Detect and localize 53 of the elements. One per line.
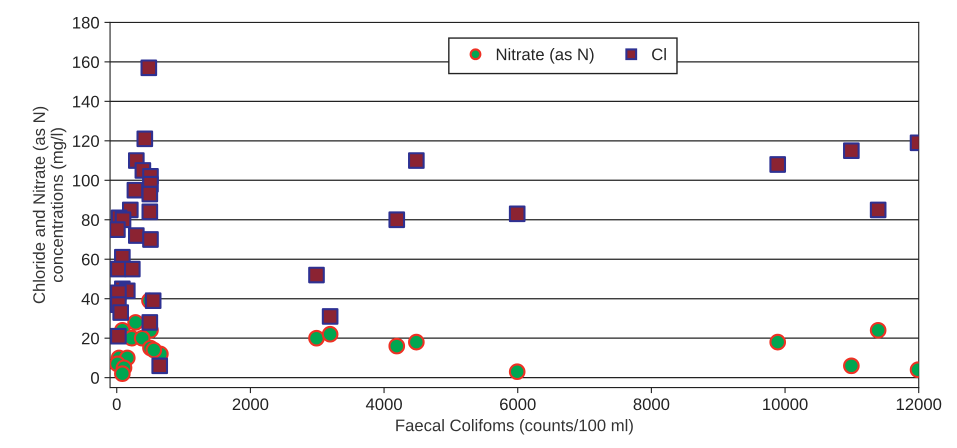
point xyxy=(870,322,886,339)
point xyxy=(388,338,406,354)
y-tick-label: 20 xyxy=(82,332,99,344)
point xyxy=(144,292,162,310)
y-tick-label: 80 xyxy=(82,214,99,226)
x-tick-label: 2000 xyxy=(232,398,268,410)
point xyxy=(322,326,338,343)
point xyxy=(141,186,158,202)
point xyxy=(124,260,141,278)
point xyxy=(508,206,526,222)
point xyxy=(146,342,162,358)
point xyxy=(141,204,158,220)
point xyxy=(126,182,144,198)
x-tick-label: 6000 xyxy=(500,398,536,410)
point xyxy=(141,314,158,331)
x-tick-label: 8000 xyxy=(634,398,670,410)
x-tick-label: 10000 xyxy=(763,398,808,410)
y-axis-title: Chloride and Nitrate (as N) concentrations (mg/l) xyxy=(32,106,66,304)
y-tick-label: 140 xyxy=(73,96,99,108)
point xyxy=(843,142,860,160)
y-tick-label: 160 xyxy=(73,56,99,68)
y-tick-label: 0 xyxy=(91,372,99,384)
point xyxy=(136,130,154,148)
y-tick-label: 120 xyxy=(73,135,99,148)
x-tick-label: 4000 xyxy=(366,398,402,410)
point xyxy=(408,152,425,169)
point xyxy=(128,227,145,244)
x-axis-title: Faecal Colifoms (counts/100 ml) xyxy=(396,419,633,435)
point xyxy=(110,221,126,238)
point xyxy=(308,330,325,347)
point xyxy=(142,231,159,248)
y-tick-label: 100 xyxy=(73,174,99,186)
point xyxy=(110,328,127,345)
y-tick-label: 40 xyxy=(81,293,99,305)
x-tick-label: 0 xyxy=(112,398,121,410)
legend-label: Cl xyxy=(652,48,666,60)
point xyxy=(388,211,406,228)
point xyxy=(140,59,158,76)
y-tick-label: 180 xyxy=(73,16,99,29)
point xyxy=(870,202,886,218)
point xyxy=(408,334,425,350)
point xyxy=(769,156,786,173)
point xyxy=(322,308,338,325)
legend-label: Nitrate (as N) xyxy=(496,48,594,64)
point xyxy=(843,357,860,374)
point xyxy=(151,357,168,374)
point xyxy=(508,363,526,380)
point xyxy=(308,266,325,284)
point xyxy=(112,304,130,321)
point xyxy=(769,334,786,350)
point xyxy=(114,365,131,382)
y-tick-label: 60 xyxy=(82,254,99,266)
x-tick-label: 12000 xyxy=(896,398,942,410)
